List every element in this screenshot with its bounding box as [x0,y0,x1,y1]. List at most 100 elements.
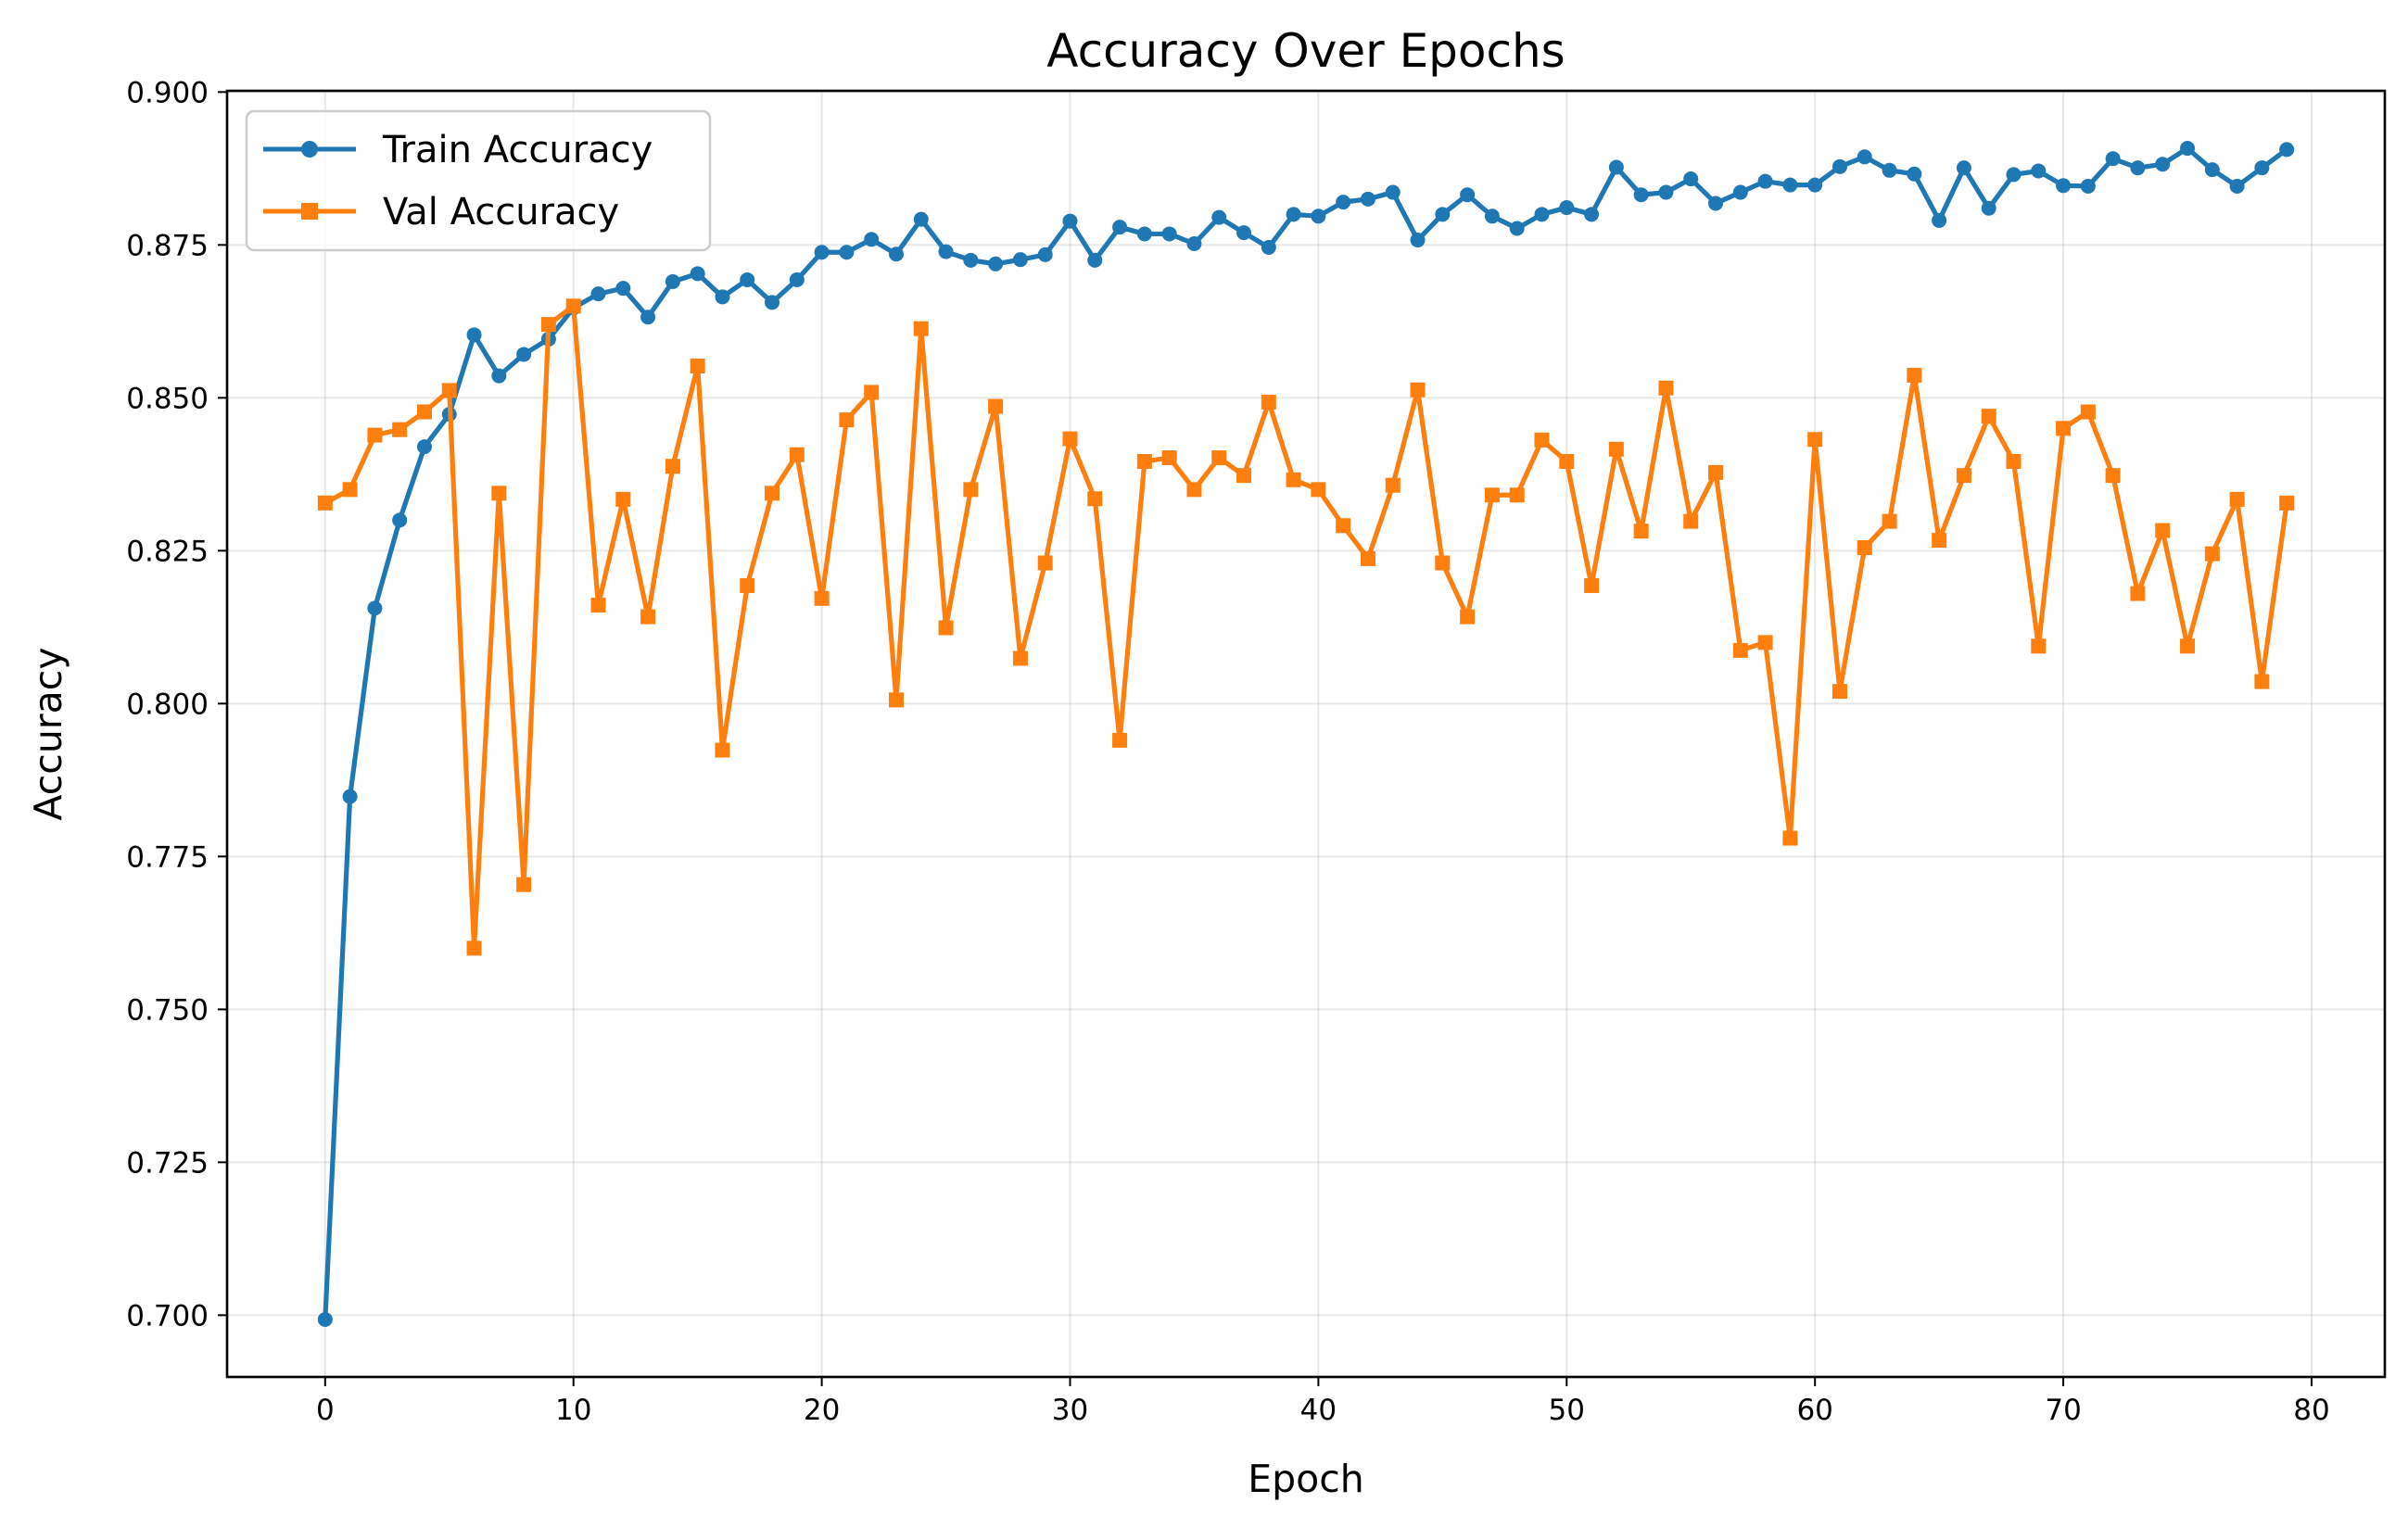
data-point-val [1360,550,1375,566]
data-point-train [1360,191,1375,207]
data-point-train [1435,207,1451,222]
data-point-val [2254,674,2270,689]
data-point-train [367,600,383,616]
data-point-train [1807,177,1823,193]
data-point-train [2006,167,2021,183]
data-point-val [1286,472,1301,487]
data-point-train [2279,142,2295,158]
data-point-val [1757,635,1773,650]
data-point-train [466,327,482,343]
y-tick-label: 0.725 [126,1146,209,1180]
legend-label-train: Train Accuracy [382,129,653,171]
data-point-val [1311,482,1326,498]
data-point-train [1236,225,1252,241]
data-point-val [1882,513,1897,529]
data-point-train [1186,236,1202,252]
data-point-val [888,692,904,708]
data-point-train [590,286,606,302]
data-point-val [1683,513,1699,529]
data-point-train [1460,187,1476,203]
data-point-train [1559,200,1575,216]
data-point-train [1136,226,1152,242]
data-point-val [1435,555,1451,571]
grid [227,91,2385,1377]
x-tick-label: 70 [2045,1394,2081,1427]
data-point-train [715,289,730,305]
data-point-val [789,447,805,462]
data-point-train [1112,220,1128,235]
data-point-train [690,266,705,282]
y-tick-label: 0.775 [126,840,209,874]
data-point-val [1831,684,1847,700]
data-point-val [1559,453,1575,469]
data-point-train [1311,208,1326,224]
data-point-train [1385,184,1400,200]
data-point-train [1584,207,1600,222]
data-point-val [1907,367,1922,383]
data-point-val [938,620,954,636]
data-point-val [963,482,979,498]
data-point-val [1211,450,1227,466]
data-point-val [913,321,929,336]
data-point-val [1186,482,1202,498]
data-point-train [2155,157,2171,172]
data-point-train [1981,200,1996,216]
data-point-train [317,1311,333,1327]
data-point-train [2031,163,2047,179]
data-point-train [1062,213,1078,229]
data-point-val [590,598,606,613]
data-point-train [2105,151,2121,167]
data-point-val [1460,609,1476,625]
data-point-val [2080,404,2096,420]
data-point-train [2056,178,2072,194]
data-point-val [1981,409,1996,424]
data-point-train [1211,209,1227,225]
data-point-val [1112,732,1128,748]
data-point-val [342,482,358,498]
x-tick-label: 50 [1549,1394,1585,1427]
data-point-train [888,246,904,262]
data-point-train [839,245,855,260]
data-point-train [1658,184,1674,200]
data-point-train [1509,221,1525,236]
data-point-val [2279,495,2295,511]
data-point-val [839,412,855,428]
data-point-train [2180,141,2196,157]
axis-ticks: 0 10 20 30 40 50 60 70 80 0.700 0.725 0.750 0.775 0.8… [126,76,2329,1427]
data-point-val [2204,546,2220,562]
data-point-val [1708,464,1724,480]
data-point-val [2006,453,2021,469]
x-axis-title: Epoch [1248,1457,1364,1501]
data-point-train [1087,252,1103,268]
data-point-val [765,486,780,501]
data-point-train [1683,171,1699,187]
data-point-val [1732,642,1748,658]
data-point-train [1831,158,1847,174]
data-point-val [814,590,830,606]
data-point-train [416,439,432,455]
data-point-val [715,742,730,758]
data-point-val [1534,432,1550,448]
data-point-train [1336,195,1351,210]
legend-label-val: Val Accuracy [383,191,619,234]
data-point-train [2080,178,2096,194]
data-point-train [1857,149,1872,165]
data-point-train [1286,207,1301,222]
y-tick-label: 0.750 [126,993,209,1027]
data-point-train [1484,208,1500,224]
data-point-val [2031,638,2047,654]
data-point-val [1932,533,1947,549]
data-point-train [615,281,631,297]
data-point-train [789,272,805,287]
data-point-val [1037,555,1053,571]
data-point-train [1012,252,1028,268]
data-point-train [2130,160,2146,176]
data-point-train [1410,233,1426,248]
y-tick-label: 0.850 [126,382,209,415]
data-point-train [1534,207,1550,222]
data-point-val [1857,540,1872,556]
data-point-train [740,272,755,287]
data-point-train [988,256,1004,272]
data-point-val [1385,477,1400,493]
